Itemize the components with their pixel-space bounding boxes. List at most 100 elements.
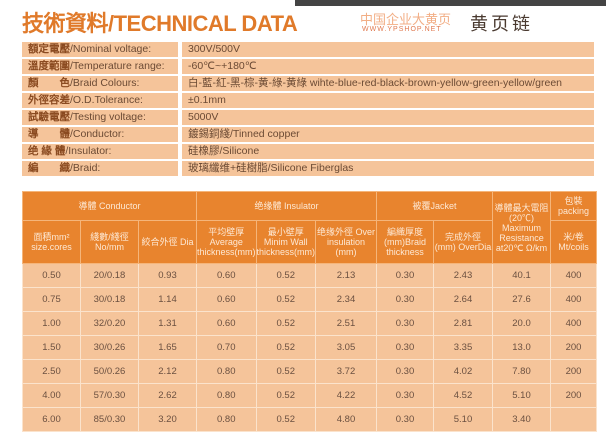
table-cell: 0.30 — [376, 311, 434, 336]
spec-label: 绝 緣 體/Insulator: — [22, 144, 182, 159]
table-cell: 0.60 — [196, 263, 257, 288]
spec-label: 編 織/Braid: — [22, 161, 182, 176]
table-cell: 20.0 — [492, 311, 551, 336]
table-cell: 0.30 — [376, 359, 434, 384]
table-cell: 30/0.26 — [80, 335, 139, 360]
spec-label-en: /Braid Colours: — [70, 77, 140, 89]
spec-label-cn: 導 體 — [28, 128, 70, 140]
table-cell: 1.50 — [22, 335, 81, 360]
table-row: 1.50 30/0.26 1.65 0.70 0.52 3.05 0.30 3.35 13.0 2… — [22, 335, 597, 360]
table-cell: 0.93 — [138, 263, 197, 288]
page-title: 技術資料/TECHNICAL DATA — [22, 11, 298, 36]
table-cell: 20/0.18 — [80, 263, 139, 288]
col-dia: 絞合外徑 Dia — [138, 220, 197, 264]
table-row: 2.50 50/0.26 2.12 0.80 0.52 3.72 0.30 4.02 7.80 2… — [22, 359, 597, 384]
table-cell: 0.30 — [376, 263, 434, 288]
spec-label-cn: 外徑容差 — [28, 94, 70, 106]
spec-row: 導 體/Conductor: 鍍錫銅綫/Tinned copper — [22, 127, 594, 142]
table-cell: 0.52 — [255, 287, 316, 312]
table-cell: 5.10 — [433, 407, 493, 432]
spec-label-en: /O.D.Tolerance: — [70, 94, 143, 106]
spec-label: 導 體/Conductor: — [22, 127, 182, 142]
col-strands: 綫數/綫徑 No/mm — [80, 220, 139, 264]
spec-value: ±0.1mm — [182, 93, 594, 108]
spec-label-cn: 溫度範圍 — [28, 60, 70, 72]
table-cell: 85/0.30 — [80, 407, 139, 432]
spec-label-en: /Insulator: — [65, 145, 112, 157]
table-cell: 4.00 — [22, 383, 81, 408]
spec-row: 編 織/Braid: 玻璃纖维+硅樹脂/Silicone Fiberglas — [22, 161, 594, 176]
spec-label: 額定電壓/Nominal voltage: — [22, 42, 182, 57]
spec-label: 溫度範圍/Temperature range: — [22, 59, 182, 74]
table-cell: 5.10 — [492, 383, 551, 408]
watermark-logo: 中国企业大黄页 — [360, 12, 452, 27]
col-min-wall: 最小壁厚 Minim Wall thickness(mm) — [255, 220, 316, 264]
table-cell: 400 — [550, 263, 597, 288]
watermark-brand: 黄页链 — [470, 14, 533, 34]
table-cell: 0.30 — [376, 287, 434, 312]
spec-row: 額定電壓/Nominal voltage: 300V/500V — [22, 42, 594, 57]
table-cell: 2.12 — [138, 359, 197, 384]
table-cell: 2.50 — [22, 359, 81, 384]
table-cell: 0.52 — [255, 407, 316, 432]
table-cell: 2.34 — [315, 287, 377, 312]
table-cell: 3.35 — [433, 335, 493, 360]
table-cell: 1.65 — [138, 335, 197, 360]
table-cell: 0.80 — [196, 383, 257, 408]
spec-row: 溫度範圍/Temperature range: -60℃~+180℃ — [22, 59, 594, 74]
spec-value: 鍍錫銅綫/Tinned copper — [182, 127, 594, 142]
spec-label: 試驗電壓/Testing voltage: — [22, 110, 182, 125]
table-cell: 2.81 — [433, 311, 493, 336]
col-over-insulation: 绝缘外徑 Over insulation (mm) — [315, 220, 377, 264]
technical-data-table: 導體 Conductor 绝缘體 Insulator 被覆Jacket 導體最大… — [22, 191, 597, 432]
spec-table: 額定電壓/Nominal voltage: 300V/500V 溫度範圍/Tempe… — [22, 40, 594, 178]
table-cell: 3.72 — [315, 359, 377, 384]
spec-row: 顏 色/Braid Colours: 白-藍-紅-黑-棕-黄-綠-黄綠 wihte… — [22, 76, 594, 91]
group-jacket: 被覆Jacket — [376, 191, 493, 221]
spec-label: 外徑容差/O.D.Tolerance: — [22, 93, 182, 108]
table-cell: 0.50 — [22, 263, 81, 288]
table-cell: 32/0.20 — [80, 311, 139, 336]
spec-label-en: /Conductor: — [70, 128, 125, 140]
spec-label: 顏 色/Braid Colours: — [22, 76, 182, 91]
table-cell: 0.30 — [376, 383, 434, 408]
col-overdia: 完成外徑 (mm) OverDia — [433, 220, 493, 264]
table-cell: 0.60 — [196, 287, 257, 312]
table-cell: 30/0.18 — [80, 287, 139, 312]
table-cell: 2.51 — [315, 311, 377, 336]
table-cell: 4.52 — [433, 383, 493, 408]
table-cell: 2.62 — [138, 383, 197, 408]
watermark-url: WWW.YPSHOP.NET — [362, 26, 442, 33]
spec-value: 玻璃纖维+硅樹脂/Silicone Fiberglas — [182, 161, 594, 176]
table-cell: 0.75 — [22, 287, 81, 312]
table-row: 0.75 30/0.18 1.14 0.60 0.52 2.34 0.30 2.64 27.6 4… — [22, 287, 597, 312]
table-cell: 1.14 — [138, 287, 197, 312]
table-cell: 0.52 — [255, 311, 316, 336]
table-row: 6.00 85/0.30 3.20 0.80 0.52 4.80 0.30 5.10 3.40 — [22, 407, 597, 432]
table-cell: 0.52 — [255, 335, 316, 360]
spec-value: 5000V — [182, 110, 594, 125]
col-avg-thickness: 平均壁厚 Average thickness(mm) — [196, 220, 257, 264]
table-cell: 0.52 — [255, 263, 316, 288]
spec-label-en: /Temperature range: — [70, 60, 165, 72]
table-cell: 40.1 — [492, 263, 551, 288]
table-cell: 4.02 — [433, 359, 493, 384]
col-packing: 米/卷 Mt/coils — [550, 220, 597, 264]
table-row: 0.50 20/0.18 0.93 0.60 0.52 2.13 0.30 2.43 40.1 4… — [22, 263, 597, 288]
table-cell: 6.00 — [22, 407, 81, 432]
group-insulator: 绝缘體 Insulator — [196, 191, 377, 221]
col-braid-thickness: 編織厚度 (mm)Braid thickness — [376, 220, 434, 264]
spec-label-cn: 額定電壓 — [28, 43, 70, 55]
table-cell: 3.05 — [315, 335, 377, 360]
spec-row: 試驗電壓/Testing voltage: 5000V — [22, 110, 594, 125]
spec-value: 白-藍-紅-黑-棕-黄-綠-黄綠 wihte-blue-red-black-br… — [182, 76, 594, 91]
table-cell: 400 — [550, 287, 597, 312]
table-cell: 0.70 — [196, 335, 257, 360]
table-row: 1.00 32/0.20 1.31 0.60 0.52 2.51 0.30 2.81 20.0 4… — [22, 311, 597, 336]
table-cell: 0.52 — [255, 383, 316, 408]
table-cell: 0.52 — [255, 359, 316, 384]
table-cell: 50/0.26 — [80, 359, 139, 384]
table-cell: 27.6 — [492, 287, 551, 312]
spec-value: 硅橡膠/Silicone — [182, 144, 594, 159]
table-cell: 200 — [550, 383, 597, 408]
